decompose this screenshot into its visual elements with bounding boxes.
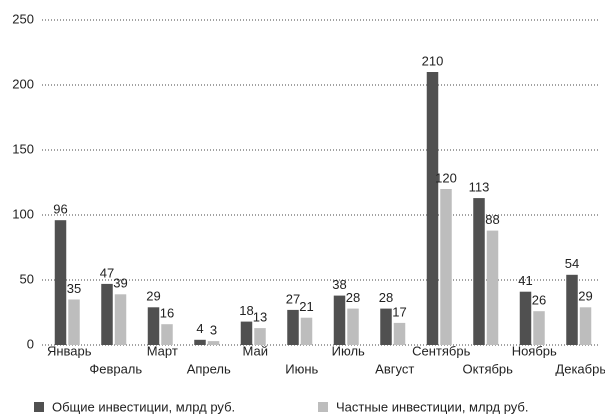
bar [287, 309, 299, 345]
legend-label: Общие инвестиции, млрд руб. [52, 399, 235, 414]
x-tick-label: Апрель [187, 361, 231, 376]
bar [426, 72, 439, 345]
value-label: 13 [253, 310, 267, 325]
value-label: 28 [379, 290, 393, 305]
x-tick-label: Ноябрь [512, 343, 557, 358]
bar [380, 308, 392, 345]
y-tick-label: 0 [27, 336, 34, 351]
legend-swatch [318, 402, 328, 412]
bar [533, 311, 545, 345]
x-tick-label: Июнь [285, 361, 318, 376]
y-tick-label: 250 [12, 11, 34, 26]
bar [114, 294, 127, 345]
legend-swatch [34, 402, 44, 412]
value-label: 4 [196, 321, 203, 336]
bar [486, 230, 499, 345]
x-tick-label: Март [147, 343, 178, 358]
value-label: 16 [160, 306, 174, 321]
bar [101, 283, 113, 345]
x-tick-label: Октябрь [463, 361, 514, 376]
bar [54, 220, 67, 345]
value-label: 35 [67, 281, 81, 296]
value-label: 3 [210, 323, 217, 338]
bar [147, 307, 160, 345]
bar [254, 328, 266, 345]
value-label: 47 [100, 265, 114, 280]
value-label: 29 [146, 289, 160, 304]
bar [194, 339, 206, 345]
value-label: 41 [518, 273, 532, 288]
value-label: 38 [332, 277, 346, 292]
bar [68, 299, 80, 345]
x-tick-label: Июль [332, 343, 365, 358]
x-tick-label: Май [243, 343, 268, 358]
value-label: 39 [113, 276, 127, 291]
x-tick-label: Сентябрь [412, 343, 470, 358]
x-tick-label: Август [375, 361, 414, 376]
value-label: 27 [286, 291, 300, 306]
bar [333, 295, 346, 345]
value-label: 210 [422, 53, 444, 68]
bar [240, 321, 253, 345]
bar [440, 189, 452, 345]
legend-label: Частные инвестиции, млрд руб. [336, 399, 529, 414]
bar [579, 307, 592, 345]
value-label: 96 [53, 202, 67, 217]
value-label: 21 [299, 299, 313, 314]
bar [347, 308, 359, 345]
bar [161, 324, 173, 345]
y-tick-label: 150 [12, 141, 34, 156]
bar [473, 198, 485, 345]
value-label: 29 [578, 289, 592, 304]
value-label: 88 [485, 212, 499, 227]
value-label: 113 [469, 180, 490, 195]
y-tick-label: 100 [12, 206, 34, 221]
bar [300, 317, 313, 345]
value-label: 54 [565, 256, 579, 271]
value-label: 28 [346, 290, 360, 305]
bar [566, 274, 578, 345]
x-tick-label: Январь [47, 343, 92, 358]
bar [207, 341, 220, 345]
x-tick-label: Декабрь [555, 361, 605, 376]
value-label: 17 [392, 304, 406, 319]
bar [393, 322, 406, 345]
bar [519, 291, 532, 345]
y-tick-label: 200 [12, 76, 34, 91]
y-tick-label: 50 [20, 271, 34, 286]
value-label: 26 [532, 293, 546, 308]
x-tick-label: Февраль [89, 361, 142, 376]
value-label: 18 [239, 303, 253, 318]
value-label: 120 [435, 170, 457, 185]
